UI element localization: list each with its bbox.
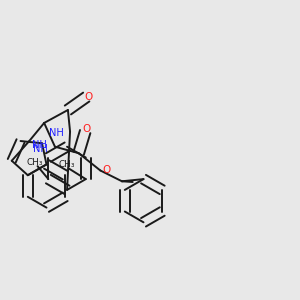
Text: NH: NH: [49, 128, 64, 138]
Text: CH₃: CH₃: [27, 158, 44, 167]
Text: NH: NH: [32, 140, 46, 150]
Text: O: O: [85, 92, 93, 102]
Text: CH₃: CH₃: [59, 160, 75, 169]
Text: NH: NH: [33, 144, 48, 154]
Text: O: O: [82, 124, 91, 134]
Text: O: O: [102, 165, 110, 175]
